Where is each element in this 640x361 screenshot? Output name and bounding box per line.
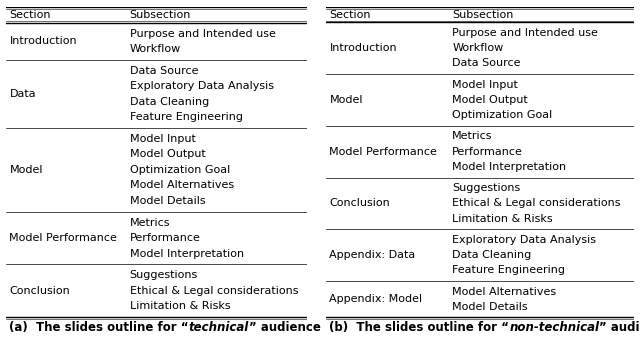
Text: technical: technical: [189, 321, 249, 334]
Text: Model Performance: Model Performance: [10, 233, 117, 243]
Text: Conclusion: Conclusion: [10, 286, 70, 296]
Text: Conclusion: Conclusion: [330, 199, 390, 208]
Text: Data: Data: [10, 89, 36, 99]
Text: (b)  The slides outline for “: (b) The slides outline for “: [330, 321, 509, 334]
Text: Limitation & Risks: Limitation & Risks: [452, 214, 553, 223]
Text: Subsection: Subsection: [452, 10, 514, 20]
Text: Data Source: Data Source: [452, 58, 521, 69]
Text: Metrics: Metrics: [452, 131, 493, 142]
Text: Ethical & Legal considerations: Ethical & Legal considerations: [130, 286, 298, 296]
Text: Metrics: Metrics: [130, 218, 170, 228]
Text: Suggestions: Suggestions: [452, 183, 520, 193]
Text: Model Interpretation: Model Interpretation: [452, 162, 566, 172]
Text: Data Source: Data Source: [130, 66, 198, 76]
Text: Performance: Performance: [130, 233, 200, 243]
Text: Exploratory Data Analysis: Exploratory Data Analysis: [452, 235, 596, 245]
Text: Model Output: Model Output: [130, 149, 205, 160]
Text: Feature Engineering: Feature Engineering: [130, 112, 243, 122]
Text: Optimization Goal: Optimization Goal: [452, 110, 552, 120]
Text: Appendix: Model: Appendix: Model: [330, 294, 422, 304]
Text: Purpose and Intended use: Purpose and Intended use: [130, 29, 276, 39]
Text: Introduction: Introduction: [10, 36, 77, 46]
Text: Model: Model: [10, 165, 43, 175]
Text: Model Alternatives: Model Alternatives: [130, 180, 234, 190]
Text: Section: Section: [330, 10, 371, 20]
Text: non-technical: non-technical: [509, 321, 599, 334]
Text: Model Performance: Model Performance: [330, 147, 437, 157]
Text: Optimization Goal: Optimization Goal: [130, 165, 230, 175]
Text: ” audience: ” audience: [599, 321, 640, 334]
Text: Data Cleaning: Data Cleaning: [452, 250, 532, 260]
Text: Section: Section: [10, 10, 51, 20]
Text: Model Interpretation: Model Interpretation: [130, 249, 244, 258]
Text: Appendix: Data: Appendix: Data: [330, 250, 416, 260]
Text: Workflow: Workflow: [130, 44, 181, 54]
Text: Model Alternatives: Model Alternatives: [452, 287, 556, 297]
Text: Model Input: Model Input: [452, 80, 518, 90]
Text: Exploratory Data Analysis: Exploratory Data Analysis: [130, 81, 274, 91]
Text: Performance: Performance: [452, 147, 524, 157]
Text: (a)  The slides outline for “: (a) The slides outline for “: [10, 321, 189, 334]
Text: Model Output: Model Output: [452, 95, 528, 105]
Text: Purpose and Intended use: Purpose and Intended use: [452, 28, 598, 38]
Text: Workflow: Workflow: [452, 43, 504, 53]
Text: Data Cleaning: Data Cleaning: [130, 97, 209, 107]
Text: ” audience: ” audience: [249, 321, 321, 334]
Text: Model Details: Model Details: [452, 302, 528, 312]
Text: Suggestions: Suggestions: [130, 270, 198, 280]
Text: Model Input: Model Input: [130, 134, 196, 144]
Text: Subsection: Subsection: [130, 10, 191, 20]
Text: Introduction: Introduction: [330, 43, 397, 53]
Text: Model: Model: [330, 95, 363, 105]
Text: Ethical & Legal considerations: Ethical & Legal considerations: [452, 199, 621, 208]
Text: Feature Engineering: Feature Engineering: [452, 265, 565, 275]
Text: Limitation & Risks: Limitation & Risks: [130, 301, 230, 311]
Text: Model Details: Model Details: [130, 196, 205, 206]
